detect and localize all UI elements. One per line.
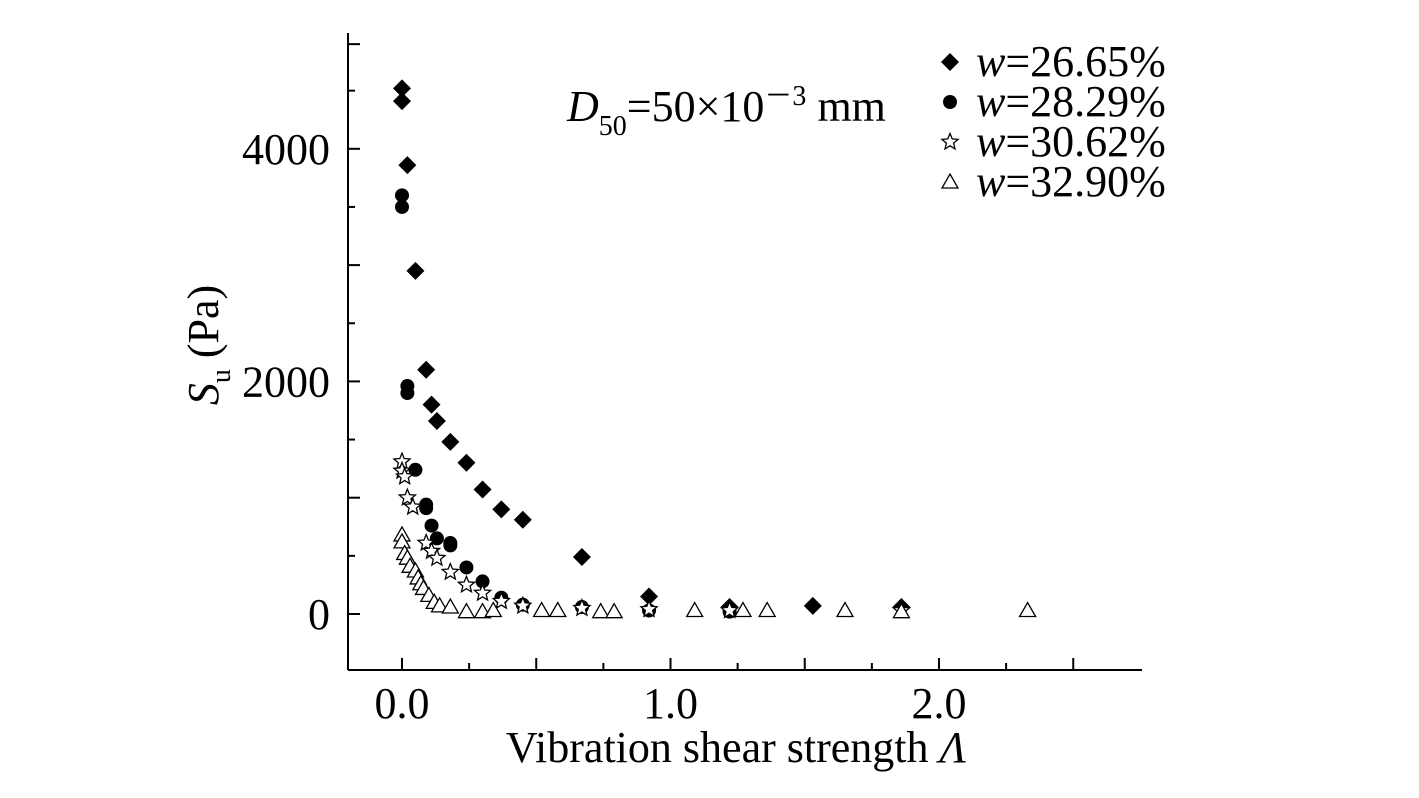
data-point — [393, 79, 411, 98]
y-axis-label: Su (Pa) — [179, 285, 237, 405]
x-tick-label: 2.0 — [912, 679, 967, 728]
y-tick-label: 0 — [308, 590, 330, 639]
data-point — [424, 518, 439, 533]
series-4 — [392, 525, 1037, 619]
legend-label: w=30.62% — [976, 117, 1166, 166]
data-point — [472, 582, 493, 602]
axes — [347, 33, 1142, 671]
data-point — [532, 601, 551, 618]
data-point — [417, 360, 436, 379]
data-point — [604, 602, 624, 619]
data-point — [758, 601, 777, 618]
data-point — [427, 547, 447, 567]
y-tick-label: 4000 — [242, 125, 330, 174]
data-point — [395, 199, 409, 214]
data-points — [392, 79, 1037, 619]
legend-label: w=26.65% — [976, 37, 1166, 86]
data-point — [459, 560, 474, 575]
data-point — [419, 501, 434, 516]
legend-item: w=28.29% — [943, 77, 1166, 126]
data-point — [457, 602, 476, 619]
data-point — [685, 601, 704, 618]
data-point — [484, 601, 503, 618]
data-point — [719, 600, 740, 619]
data-point — [572, 597, 592, 617]
data-point — [1018, 601, 1037, 618]
data-point — [892, 602, 911, 619]
legend-marker — [940, 131, 960, 151]
data-point — [591, 602, 610, 619]
data-point — [803, 596, 822, 615]
data-point — [441, 597, 460, 614]
data-point — [572, 548, 591, 567]
data-point — [403, 496, 423, 516]
series-1 — [393, 79, 911, 617]
data-point — [443, 538, 458, 553]
data-point — [733, 601, 753, 618]
data-point — [394, 466, 415, 486]
data-point — [395, 188, 409, 203]
legend-label: w=28.29% — [976, 77, 1166, 126]
legend-marker — [941, 53, 959, 71]
data-point — [548, 601, 567, 618]
data-point — [393, 92, 411, 111]
data-point — [430, 596, 449, 613]
data-point — [398, 156, 417, 175]
data-point — [491, 591, 512, 610]
legend: w=26.65%w=28.29%w=30.62%w=32.90% — [940, 37, 1166, 206]
legend-label: w=32.90% — [976, 157, 1166, 206]
data-point — [440, 561, 461, 581]
data-point — [408, 462, 423, 477]
legend-marker — [940, 172, 960, 189]
data-point — [513, 595, 533, 615]
data-point — [640, 587, 659, 606]
data-point — [406, 261, 425, 280]
series-2 — [395, 188, 737, 619]
legend-marker — [943, 95, 957, 109]
legend-item: w=26.65% — [941, 37, 1166, 86]
data-point — [456, 574, 477, 594]
data-point — [441, 432, 460, 451]
data-point — [457, 453, 476, 472]
d50-annotation: D50=50×10－3 mm — [566, 81, 886, 142]
data-point — [392, 532, 412, 549]
series-3 — [392, 451, 912, 619]
data-point — [513, 510, 532, 529]
data-point — [422, 395, 441, 414]
data-point — [473, 480, 492, 499]
data-point — [639, 599, 659, 618]
y-tick-label: 2000 — [242, 357, 330, 406]
x-tick-label: 0.0 — [375, 679, 430, 728]
data-point — [475, 574, 490, 589]
legend-item: w=32.90% — [940, 157, 1166, 206]
legend-item: w=30.62% — [940, 117, 1166, 166]
data-point — [427, 411, 446, 430]
axis-ticks: 0 2000 4000 0.0 1.0 2.0 — [242, 43, 1075, 728]
x-axis-label: Vibration shear strength Λ — [506, 723, 967, 772]
x-tick-label: 1.0 — [643, 679, 698, 728]
data-point — [835, 601, 855, 618]
data-point — [492, 500, 511, 519]
data-point — [400, 386, 415, 401]
